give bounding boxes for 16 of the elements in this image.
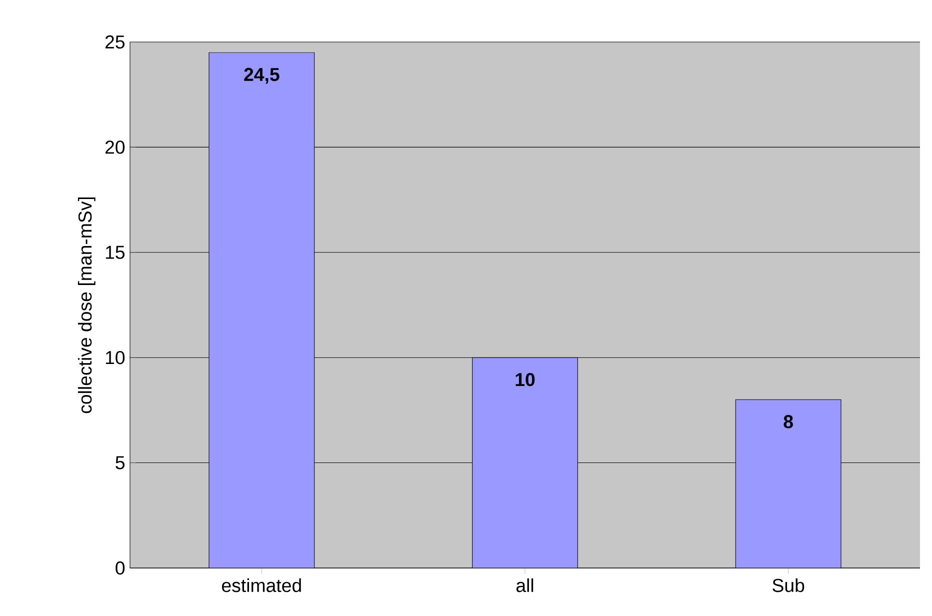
y-tick-label: 10 bbox=[106, 350, 125, 364]
bar bbox=[208, 52, 315, 568]
x-tick-label: Sub bbox=[772, 578, 804, 592]
bar bbox=[472, 357, 578, 568]
y-axis-title: collective dose [man-mSv] bbox=[78, 197, 96, 414]
y-tick-label: 5 bbox=[116, 456, 125, 470]
y-tick-label: 25 bbox=[105, 35, 125, 49]
y-tick-label: 15 bbox=[106, 246, 125, 259]
x-tick-label: all bbox=[516, 578, 534, 592]
data-label: 10 bbox=[516, 372, 535, 386]
data-label: 24,5 bbox=[244, 68, 280, 84]
y-tick-label: 20 bbox=[105, 140, 125, 154]
data-label: 8 bbox=[784, 415, 793, 428]
bar bbox=[735, 399, 842, 568]
x-tick-label: estimated bbox=[222, 578, 301, 592]
y-tick-label: 0 bbox=[116, 561, 125, 575]
